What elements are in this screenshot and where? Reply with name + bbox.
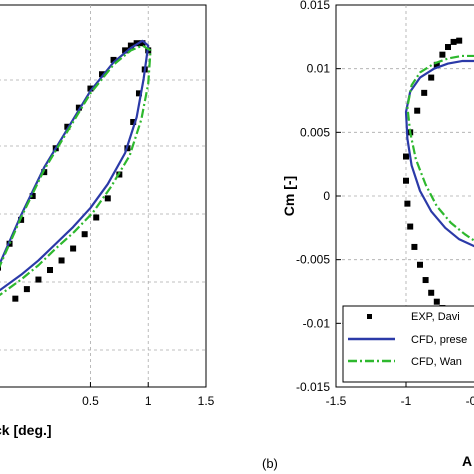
panel-a-exp-marker — [99, 71, 105, 78]
panel-b-y-tick-label: 0.005 — [300, 125, 330, 139]
panel-b-y-tick-label: -0.01 — [303, 316, 331, 330]
panel-b-y-tick-label: -0.015 — [296, 380, 330, 394]
panel-a-exp-marker — [35, 276, 42, 283]
panel-b-label: (b) — [262, 456, 278, 471]
panel-b-series — [403, 37, 474, 324]
panel-b-exp-marker — [421, 89, 428, 96]
panel-b-x-tick-label: -1.5 — [326, 394, 347, 408]
panel-a-exp-marker — [47, 267, 53, 274]
panel-b-x-tick-label: -1 — [401, 394, 412, 408]
panel-a-exp-marker — [130, 118, 137, 125]
panel-b-y-tick-label: 0.015 — [300, 0, 330, 12]
legend-entry-cfd-wang: CFD, Wan — [348, 356, 462, 368]
panel-b-exp-marker — [403, 177, 409, 184]
panel-b-exp-marker — [404, 200, 411, 207]
legend-marker-square — [367, 314, 372, 319]
panel-b-x-tick-label: -0.5 — [466, 394, 474, 408]
panel-a-x-tick-label: 1 — [145, 394, 152, 408]
panel-a-exp-marker — [70, 245, 77, 252]
panel-b-cfd-wang-line — [406, 54, 474, 242]
panel-a-series-group — [0, 39, 152, 302]
panel-a-cfd-wang-line — [0, 44, 152, 297]
panel-a-x-tick-label: 1.5 — [198, 394, 215, 408]
legend-label-cfd-present: CFD, prese — [411, 334, 467, 346]
legend: EXP, Davi CFD, prese CFD, Wan — [342, 305, 474, 383]
panel-a-exp-marker — [75, 104, 82, 111]
panel-a-cfd-present-line — [0, 39, 150, 292]
panel-b-exp-marker — [445, 44, 451, 51]
panel-a-x-axis-label: ck [deg.] — [0, 422, 52, 438]
panel-a-exp-marker — [110, 56, 117, 63]
panel-b-exp-marker — [456, 37, 463, 44]
panel-b-exp-marker — [450, 38, 457, 45]
panel-b-exp-marker — [428, 74, 435, 81]
panel-b-exp-marker — [433, 298, 440, 305]
panel-b-y-tick-label: 0 — [323, 189, 330, 203]
panel-a-exp-marker — [64, 123, 71, 130]
panel-b-x-ticks: -1.5 -1 -0.5 — [326, 382, 474, 408]
panel-b-series-group — [403, 37, 474, 324]
panel-b-exp-marker — [403, 153, 409, 160]
panel-b-exp-marker — [417, 261, 423, 268]
panel-b-exp-marker — [407, 223, 414, 230]
panel-a-exp-marker — [58, 257, 65, 264]
panel-a-exp-marker — [23, 286, 30, 293]
panel-a-exp-marker — [81, 231, 88, 238]
panel-a: 0.5 1 1.5 ck [deg.] — [0, 4, 215, 438]
panel-b-y-axis-label: Cm [-] — [281, 176, 297, 216]
panel-b-y-tick-label: 0.01 — [307, 62, 331, 76]
panel-a-exp-marker — [135, 90, 142, 97]
panel-a-exp-marker — [93, 214, 100, 221]
panel-b-exp-marker — [422, 277, 429, 284]
legend-entry-cfd-present: CFD, prese — [348, 334, 467, 346]
panel-a-exp-marker — [139, 40, 146, 47]
panel-a-exp-marker — [87, 85, 94, 92]
panel-b-exp-marker — [439, 51, 446, 58]
panel-a-exp-marker — [127, 42, 134, 49]
panel-b-y-tick-label: -0.005 — [296, 253, 330, 267]
panel-b-y-ticks: 0.015 0.01 0.005 0 -0.005 -0.01 -0.015 — [296, 0, 341, 394]
panel-a-exp-marker — [12, 295, 19, 302]
panel-a-x-tick-label: 0.5 — [82, 394, 99, 408]
legend-label-exp: EXP, Davi — [411, 311, 460, 323]
panel-b-exp-marker — [411, 243, 418, 250]
panel-b-exp-marker — [428, 289, 435, 296]
panel-a-exp-marker — [104, 195, 111, 202]
panel-b-exp-marker — [414, 107, 421, 114]
panel-b-cfd-present-line — [404, 59, 474, 248]
panel-a-x-ticks: 0.5 1 1.5 — [82, 382, 215, 408]
panel-a-plot-area — [0, 4, 207, 388]
legend-entry-exp: EXP, Davi — [367, 311, 460, 323]
legend-box — [342, 305, 474, 383]
panel-b-x-axis-label: A — [462, 453, 472, 469]
panel-a-series — [0, 39, 152, 302]
legend-label-cfd-wang: CFD, Wan — [411, 356, 462, 368]
panel-a-exp-marker — [122, 47, 129, 54]
panel-b-exp-marker — [433, 61, 440, 68]
panel-a-exp-marker — [0, 264, 1, 271]
